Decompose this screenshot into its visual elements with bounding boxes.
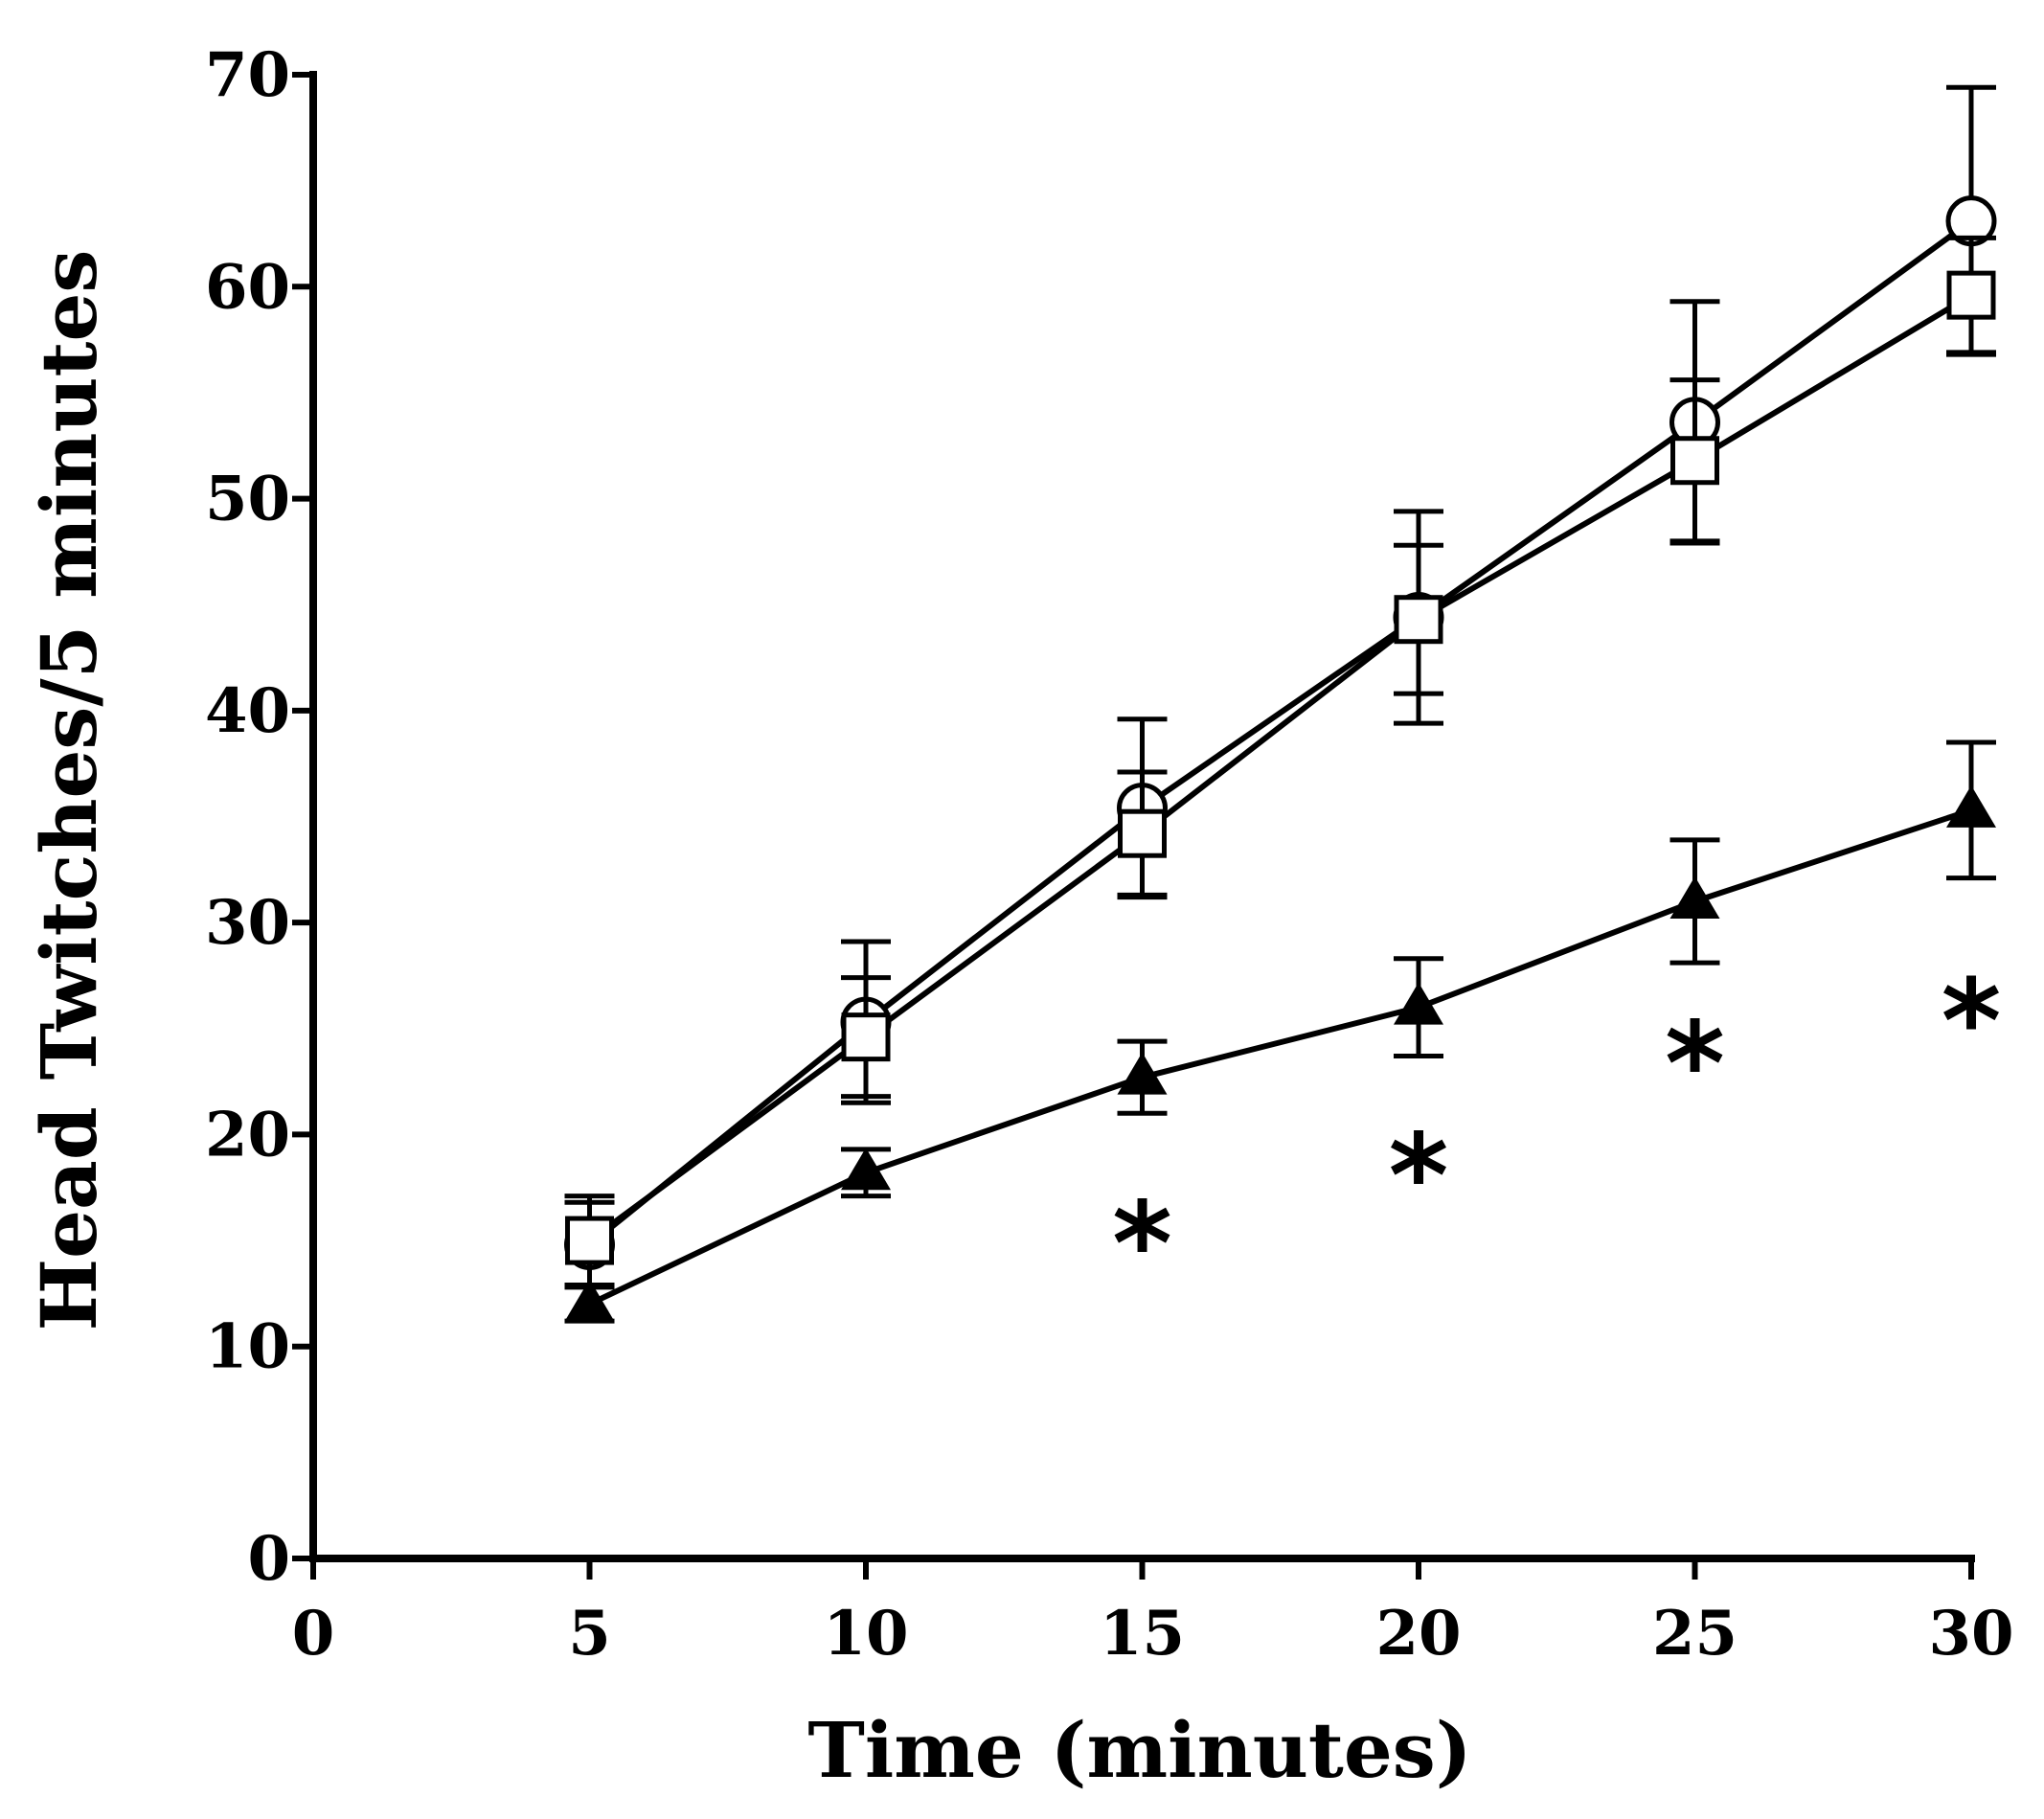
x-tick-label-20: 20 (1375, 1598, 1461, 1670)
x-tick-label-25: 25 (1652, 1598, 1737, 1670)
significance-asterisk-25: * (1665, 998, 1725, 1131)
point-square-25 (1670, 436, 1719, 486)
series-line-circle (587, 218, 1973, 1247)
point-triangle-15 (1117, 1052, 1168, 1095)
point-square-30 (1946, 270, 1996, 320)
x-axis: 0 5 10 15 20 25 30 (292, 1555, 2014, 1670)
y-tick-label-50: 50 (205, 464, 290, 535)
point-triangle-5 (564, 1279, 615, 1322)
plot-area: * * * * (564, 84, 2002, 1324)
series-square (564, 235, 1996, 1288)
point-triangle-20 (1394, 982, 1443, 1025)
point-square-20 (1394, 595, 1443, 645)
y-axis-title: Head Twitches/5 minutes (24, 250, 114, 1331)
point-triangle-25 (1669, 876, 1720, 920)
point-square-15 (1118, 808, 1167, 858)
x-tick-label-10: 10 (823, 1598, 908, 1670)
x-tick-label-30: 30 (1928, 1598, 2013, 1670)
x-tick-label-15: 15 (1100, 1598, 1185, 1670)
point-triangle-30 (1946, 784, 1996, 828)
y-tick-label-30: 30 (205, 887, 290, 959)
x-tick-label-5: 5 (568, 1598, 611, 1670)
series-line-triangle (588, 807, 1972, 1307)
y-tick-label-60: 60 (205, 251, 290, 323)
point-triangle-10 (841, 1148, 891, 1191)
series-line-square (587, 292, 1973, 1243)
series-triangle (564, 739, 1996, 1324)
x-axis-title: Time (minutes) (807, 1705, 1471, 1795)
series-circle (564, 84, 1997, 1290)
significance-asterisk-20: * (1389, 1111, 1449, 1244)
significance-asterisk-15: * (1112, 1178, 1172, 1311)
y-tick-label-40: 40 (205, 675, 290, 747)
y-tick-label-70: 70 (205, 39, 290, 111)
point-square-5 (565, 1216, 614, 1265)
y-tick-label-20: 20 (205, 1099, 290, 1171)
point-square-10 (841, 1012, 891, 1062)
significance-asterisk-30: * (1942, 956, 2002, 1089)
x-tick-label-0: 0 (292, 1598, 335, 1670)
y-tick-label-0: 0 (247, 1523, 290, 1595)
y-tick-label-10: 10 (205, 1311, 290, 1383)
y-axis: 0 10 20 30 40 50 60 70 (205, 39, 317, 1595)
